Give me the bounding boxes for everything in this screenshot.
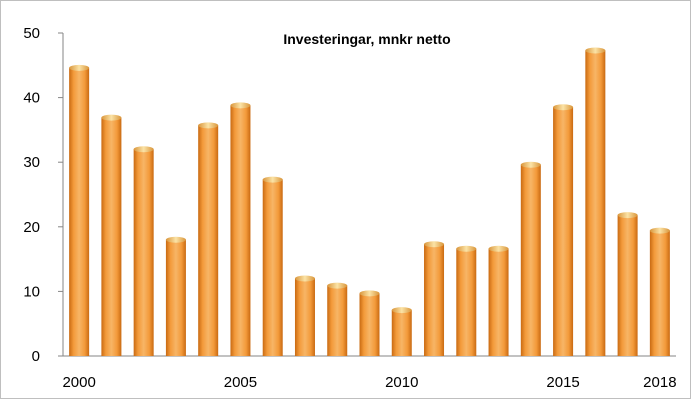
bar-cap-2010 <box>391 307 412 314</box>
bar-2003 <box>165 239 186 356</box>
bar-2016 <box>585 50 606 356</box>
y-tick-label: 30 <box>23 154 40 171</box>
bar-2004 <box>198 125 219 357</box>
bar-2001 <box>101 117 122 356</box>
y-tick-label: 10 <box>23 283 40 300</box>
x-tick-label: 2005 <box>224 374 257 391</box>
bar-cap-2007 <box>294 275 315 282</box>
bar-2005 <box>230 105 251 357</box>
chart-title: Investeringar, mnkr netto <box>283 31 450 47</box>
bar-cap-2013 <box>488 245 509 252</box>
bar-2007 <box>294 278 315 356</box>
y-tick-label: 40 <box>23 90 40 107</box>
bar-cap-2000 <box>69 64 90 71</box>
bar-cap-2012 <box>456 245 477 252</box>
bar-2006 <box>262 179 283 356</box>
bar-cap-2002 <box>133 146 154 153</box>
y-tick-label: 50 <box>23 25 40 42</box>
bar-cap-2011 <box>424 241 445 248</box>
bar-cap-2018 <box>649 227 670 234</box>
y-axis-ticks: 0 10 20 30 40 50 <box>23 25 63 365</box>
bar-2011 <box>424 244 445 356</box>
bar-cap-2008 <box>327 282 348 289</box>
y-tick-label: 20 <box>23 219 40 236</box>
bar-cap-2006 <box>262 176 283 183</box>
bar-cap-2004 <box>198 122 219 129</box>
bar-2018 <box>649 230 670 356</box>
bar-cap-2001 <box>101 114 122 121</box>
bar-cap-2009 <box>359 290 380 297</box>
y-tick-label: 0 <box>32 348 40 365</box>
bar-2002 <box>133 149 154 356</box>
bar-2010 <box>391 310 412 356</box>
x-axis-ticks: 2000 2005 2010 2015 2018 <box>62 374 676 391</box>
bar-2013 <box>488 248 509 356</box>
bars-group <box>69 47 670 357</box>
bar-cap-2015 <box>553 104 574 111</box>
x-tick-label: 2015 <box>546 374 579 391</box>
x-tick-label: 2000 <box>62 374 95 391</box>
bar-cap-2014 <box>520 161 541 168</box>
bar-cap-2017 <box>617 212 638 219</box>
bar-2000 <box>69 67 90 356</box>
x-tick-label: 2010 <box>385 374 418 391</box>
bar-2009 <box>359 293 380 356</box>
bar-2015 <box>553 107 574 356</box>
bar-cap-2016 <box>585 47 606 54</box>
bar-cap-2005 <box>230 102 251 109</box>
bar-cap-2003 <box>165 236 186 243</box>
bar-2017 <box>617 215 638 356</box>
bar-2008 <box>327 285 348 356</box>
x-tick-label: 2018 <box>643 374 676 391</box>
bar-2014 <box>520 164 541 356</box>
bar-2012 <box>456 248 477 356</box>
